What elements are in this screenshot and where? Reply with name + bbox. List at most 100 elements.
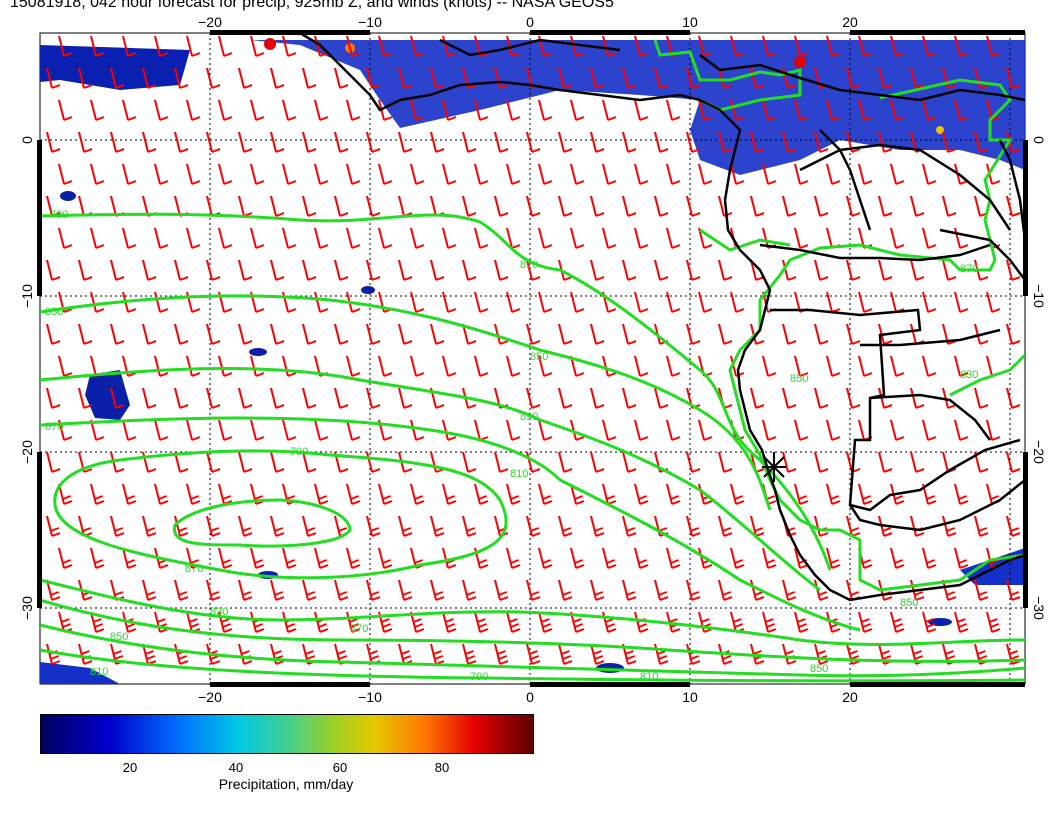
wind-barb (410, 99, 425, 121)
wind-barb (730, 35, 745, 57)
wind-barb (174, 387, 189, 409)
wind-barb (1006, 579, 1021, 601)
colorbar-tick: 20 (122, 760, 138, 775)
wind-barb (570, 291, 585, 313)
wind-barb (378, 483, 393, 505)
wind-barb (378, 547, 393, 569)
wind-barb (570, 419, 585, 441)
wind-barb (122, 547, 137, 569)
wind-barb (750, 323, 765, 345)
contour-labels: 790 810 830 850 870 890 790 810 870 830 850 870 850 8… (45, 209, 978, 683)
contour-label: 870 (960, 263, 978, 275)
wind-barb (78, 67, 93, 89)
wind-barb (654, 259, 669, 281)
wind-barb (686, 515, 701, 537)
coastline-east (998, 139, 1025, 241)
wind-barb (218, 35, 233, 57)
wind-barb (622, 451, 637, 473)
wind-barb (494, 451, 509, 473)
wind-barb (78, 387, 93, 409)
wind-barb (462, 259, 477, 281)
wind-barb (666, 355, 681, 377)
wind-barb (206, 579, 221, 601)
contour-line (653, 39, 802, 112)
wind-barb (570, 99, 585, 121)
precip-spot (60, 191, 76, 201)
wind-barb (174, 259, 189, 281)
wind-barb (238, 131, 253, 153)
wind-barb (346, 99, 361, 121)
wind-barb (794, 355, 809, 377)
location-star-icon (762, 452, 786, 482)
lon-tick: 0 (526, 689, 534, 705)
wind-barb (238, 387, 253, 409)
wind-barb (314, 419, 329, 441)
wind-barb (474, 99, 489, 121)
lon-tick: −10 (358, 689, 382, 705)
wind-barb (270, 195, 285, 217)
wind-barb (794, 227, 809, 249)
wind-barb (442, 291, 457, 313)
wind-barb (526, 323, 541, 345)
wind-barb (250, 611, 265, 633)
wind-barb (314, 611, 329, 633)
wind-barb (526, 451, 541, 473)
wind-barb (90, 99, 105, 121)
contour-label: 790 (470, 671, 488, 683)
wind-barb (538, 483, 553, 505)
wind-barb (366, 131, 381, 153)
wind-barb (398, 67, 413, 89)
wind-barb (922, 227, 937, 249)
wind-barb (622, 131, 637, 153)
wind-barb (654, 67, 669, 89)
precip-colorbar (40, 714, 534, 754)
wind-barb (718, 451, 733, 473)
wind-barb (506, 547, 521, 569)
wind-barb (366, 515, 381, 537)
wind-barb (986, 611, 1001, 633)
wind-barb (590, 67, 605, 89)
lat-tick: 0 (19, 136, 35, 144)
coastlines (299, 33, 1025, 602)
contour-label: 850 (900, 597, 918, 609)
wind-barb (442, 611, 457, 633)
map-title: 15081918, 042 hour forecast for precip, … (10, 0, 614, 11)
wind-barb (826, 163, 841, 185)
wind-barb (890, 355, 905, 377)
wind-barb (238, 515, 253, 537)
wind-barb (954, 611, 969, 633)
colorbar-tick: 60 (332, 760, 348, 775)
wind-barb (686, 579, 701, 601)
wind-barb (58, 547, 73, 569)
wind-barb (910, 387, 925, 409)
wind-barb (954, 483, 969, 505)
wind-barb (622, 195, 637, 217)
wind-barb (46, 67, 61, 89)
wind-barb (302, 323, 317, 345)
wind-barb (154, 163, 169, 185)
wind-barb (762, 611, 777, 633)
wind-barb (826, 35, 841, 57)
wind-barb (90, 483, 105, 505)
wind-barb (154, 227, 169, 249)
contour-label: 790 (290, 446, 308, 458)
wind-barb (314, 99, 329, 121)
wind-barb (570, 227, 585, 249)
wind-barb (58, 163, 73, 185)
wind-barb (590, 259, 605, 281)
contour-label: 870 (185, 563, 203, 575)
wind-barb (46, 451, 61, 473)
wind-barb (1006, 195, 1021, 217)
wind-barb (782, 387, 797, 409)
wind-barb (878, 131, 893, 153)
contour-label: 850 (790, 373, 808, 385)
wind-barb (378, 611, 393, 633)
wind-barb (782, 579, 797, 601)
wind-barb (218, 547, 233, 569)
wind-barb (430, 643, 445, 665)
wind-barb (986, 291, 1001, 313)
wind-barb (506, 35, 521, 57)
wind-barb (922, 99, 937, 121)
wind-barb (90, 547, 105, 569)
wind-barb (878, 195, 893, 217)
